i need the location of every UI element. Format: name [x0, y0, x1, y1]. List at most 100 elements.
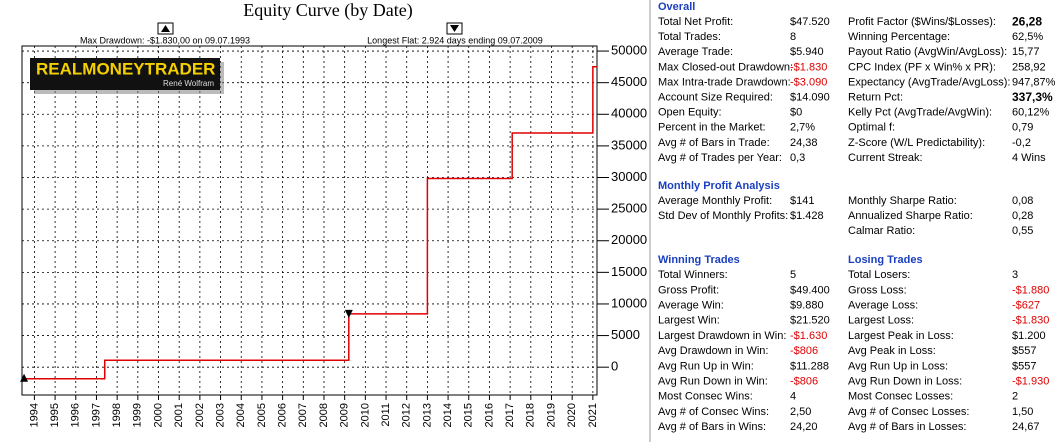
annotation: Longest Flat: 2.924 days ending 09.07.20…: [367, 35, 543, 45]
stat-label: Percent in the Market:: [658, 122, 766, 134]
stat-label: Max Closed-out Drawdown:: [658, 61, 793, 73]
x-tick-label: 1999: [132, 403, 144, 427]
stat-label: Avg Drawdown in Win:: [658, 345, 768, 357]
stat-label: Avg # of Bars in Trade:: [658, 137, 770, 149]
stat-value: -$627: [1012, 300, 1040, 312]
stat-value: -$1.930: [1012, 376, 1049, 388]
stat-label: Largest Drawdown in Win:: [658, 330, 786, 342]
stat-value: $0: [790, 107, 802, 119]
stat-label: Average Trade:: [658, 46, 733, 58]
stat-value: 2,50: [790, 406, 811, 418]
stat-label: Avg Peak in Loss:: [848, 345, 936, 357]
stat-value: 0,79: [1012, 122, 1033, 134]
x-tick-label: 2019: [545, 403, 557, 427]
chart-title: Equity Curve (by Date): [243, 0, 412, 21]
stat-label: Avg Run Down in Loss:: [848, 376, 962, 388]
x-tick-label: 2012: [401, 403, 413, 427]
section-title: Winning Trades: [658, 254, 740, 266]
stat-label: Gross Loss:: [848, 284, 907, 296]
logo-subtitle: René Wolfram: [163, 79, 214, 88]
stat-value: $9.880: [790, 300, 824, 312]
stat-label: Average Loss:: [848, 300, 918, 312]
x-tick-label: 2006: [277, 403, 289, 427]
stat-value: $141: [790, 195, 814, 207]
y-tick-label: 40000: [611, 106, 647, 121]
section-title: Losing Trades: [848, 254, 923, 266]
stat-label: Kelly Pct (AvgTrade/AvgWin):: [848, 107, 992, 119]
stat-value: 4 Wins: [1012, 152, 1046, 164]
x-tick-label: 2018: [525, 403, 537, 427]
stat-label: Avg # of Bars in Losses:: [848, 421, 966, 433]
y-tick-label: 0: [611, 359, 618, 374]
y-tick-label: 5000: [611, 327, 640, 342]
section-title: Monthly Profit Analysis: [658, 180, 780, 192]
x-tick-label: 2001: [173, 403, 185, 427]
x-tick-label: 1994: [28, 403, 40, 427]
logo-text: REALMONEYTRADER: [36, 59, 215, 78]
stat-label: Monthly Sharpe Ratio:: [848, 195, 957, 207]
x-tick-label: 1995: [49, 403, 61, 427]
stat-value: 337,3%: [1012, 90, 1053, 104]
stat-label: Average Monthly Profit:: [658, 195, 772, 207]
x-tick-label: 2005: [256, 403, 268, 427]
stat-label: Largest Win:: [658, 315, 720, 327]
y-tick-label: 35000: [611, 137, 647, 152]
stat-value: $21.520: [790, 315, 830, 327]
stat-value: 4: [790, 391, 796, 403]
y-tick-label: 20000: [611, 232, 647, 247]
stat-value: -$806: [790, 376, 818, 388]
stat-label: Avg Run Up in Loss:: [848, 360, 948, 372]
stat-label: Winning Percentage:: [848, 31, 950, 43]
stat-value: 3: [1012, 269, 1018, 281]
stat-value: $557: [1012, 345, 1036, 357]
stat-value: 0,3: [790, 152, 805, 164]
stat-label: Open Equity:: [658, 107, 722, 119]
x-tick-label: 2007: [297, 403, 309, 427]
x-tick-label: 2010: [359, 403, 371, 427]
stat-label: Largest Loss:: [848, 315, 914, 327]
stat-label: Avg # of Bars in Wins:: [658, 421, 766, 433]
stat-value: 2,7%: [790, 122, 815, 134]
stat-value: 947,87%: [1012, 76, 1056, 88]
stat-label: Total Trades:: [658, 31, 721, 43]
stat-value: $1.200: [1012, 330, 1046, 342]
stat-value: 60,12%: [1012, 107, 1050, 119]
stat-label: Average Win:: [658, 300, 724, 312]
stat-value: 258,92: [1012, 61, 1046, 73]
stat-value: 24,38: [790, 137, 818, 149]
equity-line: [24, 65, 597, 380]
stat-label: Total Winners:: [658, 269, 728, 281]
x-tick-label: 2008: [318, 403, 330, 427]
logo: [30, 58, 220, 90]
stat-value: 1,50: [1012, 406, 1033, 418]
x-tick-label: 2013: [421, 403, 433, 427]
stat-label: Avg Run Down in Win:: [658, 376, 768, 388]
stat-label: Largest Peak in Loss:: [848, 330, 954, 342]
stat-value: -$3.090: [790, 76, 827, 88]
stat-value: $5.940: [790, 46, 824, 58]
x-tick-label: 2002: [194, 403, 206, 427]
stat-value: $1.428: [790, 210, 824, 222]
stat-value: $47.520: [790, 16, 830, 28]
stat-value: $49.400: [790, 284, 830, 296]
stat-label: Max Intra-trade Drawdown:: [658, 76, 791, 88]
stat-value: 0,28: [1012, 210, 1033, 222]
x-tick-label: 2009: [339, 403, 351, 427]
stat-value: 24,67: [1012, 421, 1040, 433]
stat-label: Avg # of Trades per Year:: [658, 152, 782, 164]
stat-value: 24,20: [790, 421, 818, 433]
stat-value: 26,28: [1012, 14, 1042, 28]
stat-label: Annualized Sharpe Ratio:: [848, 210, 973, 222]
stat-value: $557: [1012, 360, 1036, 372]
stat-label: Optimal f:: [848, 122, 895, 134]
stat-value: 15,77: [1012, 46, 1040, 58]
stat-label: Total Net Profit:: [658, 16, 733, 28]
x-tick-label: 2020: [566, 403, 578, 427]
stat-label: Current Streak:: [848, 152, 923, 164]
y-tick-label: 15000: [611, 264, 647, 279]
stat-value: -$1.880: [1012, 284, 1049, 296]
stat-label: Std Dev of Monthly Profits:: [658, 210, 788, 222]
stat-value: 2: [1012, 391, 1018, 403]
stat-value: -$1.630: [790, 330, 827, 342]
